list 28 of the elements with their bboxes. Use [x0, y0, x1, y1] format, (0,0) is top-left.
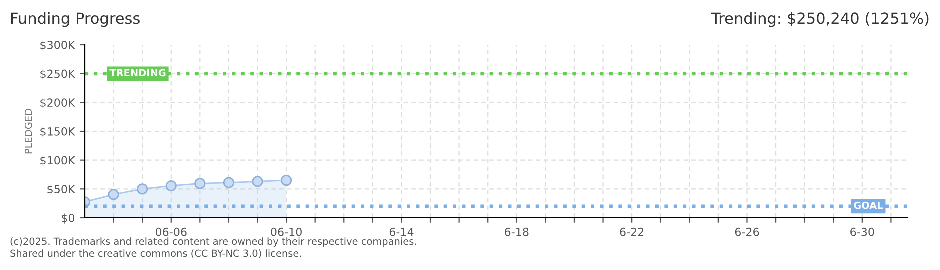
y-tick-label: $250K: [40, 70, 76, 80]
point: [137, 184, 148, 195]
chart-title: Funding Progress: [12, 12, 140, 28]
x-tick-label: 06-06: [156, 228, 187, 236]
x-tick-label: 6-18: [505, 228, 529, 236]
text: (c)2025. Trademarks and related content are owned by their respective companies.: [10, 238, 416, 248]
y-tick-label: $150K: [40, 127, 76, 138]
x-tick-label: 6-14: [390, 228, 414, 236]
x-tick-label: 06-10: [271, 228, 302, 236]
y-tick-label: $100K: [40, 156, 76, 166]
y-tick-label: $200K: [40, 98, 76, 109]
y-tick-label: $300K: [40, 40, 76, 51]
point: [194, 178, 206, 190]
text: Shared under the creative commons (CC BY-NC 3.0) license.: [10, 250, 302, 258]
ref-line-label: TRENDING: [110, 69, 166, 77]
point: [280, 174, 292, 186]
x-tick-label: 6-26: [735, 228, 760, 236]
y-tick-label: $0: [62, 214, 75, 224]
ref-line-label: GOAL: [854, 202, 884, 210]
x-tick-label: 6-30: [850, 228, 874, 236]
point: [223, 177, 235, 188]
point: [166, 180, 177, 192]
point: [252, 176, 264, 188]
x-tick-label: 6-22: [620, 228, 644, 236]
point: [108, 189, 120, 200]
y-tick-label: $50K: [48, 184, 76, 196]
y-axis-title: PLEDGED: [24, 109, 32, 154]
chart-subtitle: Trending: $250,240 (1251%): [711, 12, 929, 28]
